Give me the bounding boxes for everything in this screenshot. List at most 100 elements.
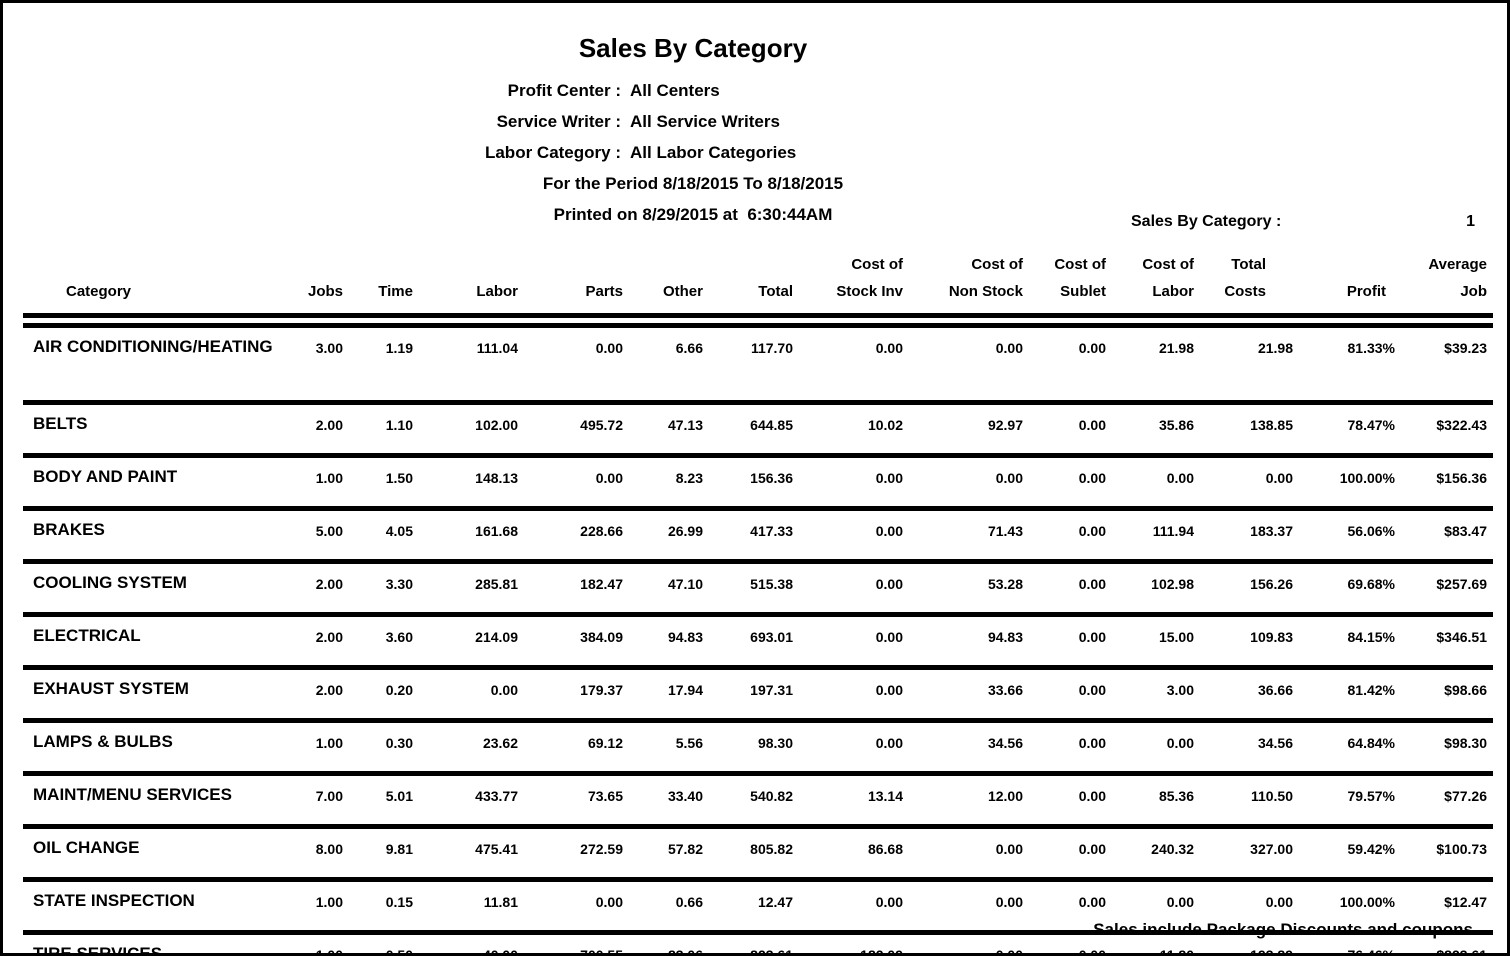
meta-line-service-writer: Service Writer : All Service Writers	[3, 106, 1383, 137]
cell-cost_stock_inv: 13.14	[867, 788, 903, 804]
cell-jobs: 5.00	[315, 523, 343, 539]
column-header-line: Other	[662, 283, 703, 300]
cell-cost_non_stock: 0.00	[995, 340, 1023, 356]
column-header-line: Non Stock	[948, 283, 1023, 300]
cell-labor: 161.68	[475, 523, 518, 539]
meta-value: All Centers	[630, 81, 720, 100]
cell-average_job: $77.26	[1444, 788, 1487, 804]
cell-parts: 0.00	[595, 470, 623, 486]
cell-cost_stock_inv: 10.02	[867, 417, 903, 433]
cell-cost_labor: 35.86	[1158, 417, 1194, 433]
cell-time: 5.01	[385, 788, 413, 804]
cell-cost_labor: 111.94	[1152, 523, 1194, 539]
cell-category: BELTS	[33, 414, 88, 433]
table-row: LAMPS & BULBS 1.00 0.30 23.62 69.12 5.56 98.30…	[23, 720, 1493, 774]
cell-time: 0.20	[385, 682, 413, 698]
cell-labor: 102.00	[475, 417, 518, 433]
cell-total_costs: 327.00	[1250, 841, 1293, 857]
cell-average_job: $100.73	[1436, 841, 1487, 857]
cell-other: 5.56	[675, 735, 703, 751]
cell-profit: 79.57%	[1347, 788, 1395, 804]
cell-category: BRAKES	[33, 520, 105, 539]
cell-total_costs: 193.89	[1250, 947, 1293, 956]
cell-category: ELECTRICAL	[33, 626, 141, 645]
cell-total: 156.36	[750, 470, 793, 486]
cell-labor: 11.81	[483, 894, 518, 910]
cell-total: 98.30	[757, 735, 793, 751]
column-header-total_costs: Total Costs	[1194, 241, 1293, 328]
column-header-line: Average	[1428, 256, 1487, 273]
cell-total_costs: 110.50	[1250, 788, 1293, 804]
cell-other: 6.66	[675, 340, 703, 356]
cell-labor: 475.41	[475, 841, 518, 857]
cell-total: 417.33	[750, 523, 793, 539]
meta-line-labor-category: Labor Category : All Labor Categories	[3, 137, 1383, 168]
column-header-cost_labor: Cost of Labor	[1106, 241, 1194, 328]
cell-cost_stock_inv: 0.00	[875, 470, 903, 486]
column-header-profit: Profit	[1293, 241, 1395, 328]
cell-cost_stock_inv: 0.00	[875, 894, 903, 910]
cell-average_job: $346.51	[1436, 629, 1487, 645]
cell-profit: 59.42%	[1347, 841, 1395, 857]
cell-cost_stock_inv: 0.00	[875, 735, 903, 751]
cell-cost_labor: 0.00	[1166, 470, 1194, 486]
cell-cost_sublet: 0.00	[1078, 523, 1106, 539]
cell-cost_labor: 0.00	[1166, 894, 1194, 910]
table-body: AIR CONDITIONING/HEATING 3.00 1.19 111.04 0.…	[23, 321, 1493, 956]
column-header-labor: Labor	[413, 241, 518, 328]
table-row: TIRE SERVICES 1.00 0.50 40.00 700.55 83.06 823…	[23, 932, 1493, 956]
column-header-line: Labor	[476, 283, 518, 300]
column-header-line: Time	[378, 283, 413, 300]
cell-cost_labor: 102.98	[1151, 576, 1194, 592]
cell-cost_non_stock: 33.66	[987, 682, 1023, 698]
cell-cost_labor: 15.00	[1158, 629, 1194, 645]
table-row: BODY AND PAINT 1.00 1.50 148.13 0.00 8.23 156.…	[23, 455, 1493, 509]
cell-cost_non_stock: 0.00	[995, 947, 1023, 956]
column-header-line: Total	[1231, 256, 1266, 273]
cell-jobs: 2.00	[315, 417, 343, 433]
cell-average_job: $83.47	[1444, 523, 1487, 539]
table-row: OIL CHANGE 8.00 9.81 475.41 272.59 57.82 805.8…	[23, 826, 1493, 880]
cell-labor: 111.04	[476, 340, 518, 356]
cell-jobs: 1.00	[315, 894, 343, 910]
column-header-line: Total	[758, 283, 793, 300]
table-row: BELTS 2.00 1.10 102.00 495.72 47.13 644.85 10.0…	[23, 402, 1493, 456]
cell-cost_non_stock: 34.56	[987, 735, 1023, 751]
report-footnote: Sales include Package Discounts and coup…	[1093, 920, 1473, 939]
cell-profit: 64.84%	[1347, 735, 1395, 751]
cell-category: STATE INSPECTION	[33, 891, 195, 910]
column-header-line: Cost of	[971, 256, 1023, 273]
cell-other: 57.82	[667, 841, 703, 857]
cell-average_job: $322.43	[1436, 417, 1487, 433]
cell-total_costs: 183.37	[1250, 523, 1293, 539]
cell-total_costs: 21.98	[1257, 340, 1293, 356]
cell-cost_non_stock: 0.00	[995, 470, 1023, 486]
cell-cost_sublet: 0.00	[1078, 894, 1106, 910]
table-row: AIR CONDITIONING/HEATING 3.00 1.19 111.04 0.…	[23, 321, 1493, 403]
cell-average_job: $156.36	[1436, 470, 1487, 486]
cell-jobs: 1.00	[315, 735, 343, 751]
cell-labor: 148.13	[475, 470, 518, 486]
cell-other: 83.06	[667, 947, 703, 956]
cell-category: BODY AND PAINT	[33, 467, 178, 486]
cell-category: EXHAUST SYSTEM	[33, 679, 189, 698]
cell-total: 823.61	[750, 947, 793, 956]
table-row: MAINT/MENU SERVICES 7.00 5.01 433.77 73.65 33…	[23, 773, 1493, 827]
cell-profit: 81.42%	[1347, 682, 1395, 698]
cell-cost_non_stock: 12.00	[987, 788, 1023, 804]
column-header-jobs: Jobs	[293, 241, 343, 328]
cell-other: 8.23	[675, 470, 703, 486]
cell-parts: 228.66	[580, 523, 623, 539]
cell-cost_stock_inv: 86.68	[867, 841, 903, 857]
cell-other: 47.13	[667, 417, 703, 433]
cell-category: OIL CHANGE	[33, 838, 140, 857]
report-meta-block: Profit Center : All Centers Service Writ…	[3, 75, 1383, 230]
table-header: Category Jobs Time Labor Parts Other Total Cost…	[23, 241, 1493, 328]
column-header-parts: Parts	[518, 241, 623, 328]
meta-value: All Labor Categories	[630, 143, 797, 162]
cell-jobs: 8.00	[315, 841, 343, 857]
table-row: COOLING SYSTEM 2.00 3.30 285.81 182.47 47.10 5…	[23, 561, 1493, 615]
cell-profit: 69.68%	[1347, 576, 1395, 592]
cell-parts: 182.47	[580, 576, 623, 592]
cell-time: 1.19	[385, 340, 413, 356]
